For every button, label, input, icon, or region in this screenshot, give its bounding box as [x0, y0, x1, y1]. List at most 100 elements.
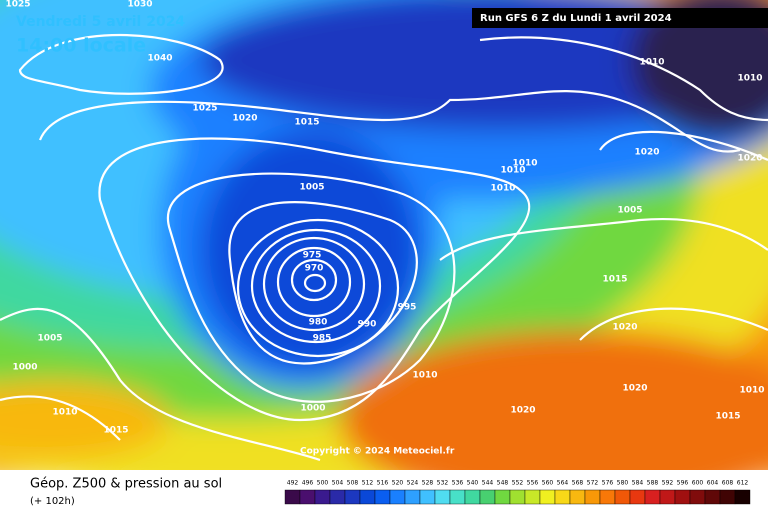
isobar-label: 1020 [737, 154, 762, 164]
isobar-label: 1025 [5, 0, 30, 10]
isobar-label: 1015 [103, 426, 128, 436]
legend-swatch [674, 489, 691, 505]
legend-swatch [554, 489, 571, 505]
isobar-label: 1010 [52, 408, 77, 418]
legend-swatch [419, 489, 436, 505]
legend-label: 584 [632, 480, 644, 487]
legend-swatch [389, 489, 406, 505]
isobar-label: 1010 [639, 58, 664, 68]
legend-label: 556 [527, 480, 539, 487]
legend-swatch [329, 489, 346, 505]
legend-swatch [719, 489, 736, 505]
isobar-label: 1015 [715, 412, 740, 422]
legend-label: 532 [437, 480, 449, 487]
isobar-label: 1015 [602, 275, 627, 285]
isobars [0, 33, 768, 462]
legend-label: 524 [407, 480, 419, 487]
run-label: Run GFS 6 Z du Lundi 1 avril 2024 [480, 13, 672, 24]
isobar-label: 970 [305, 264, 324, 274]
legend-swatch [584, 489, 601, 505]
isobar-label: 1010 [412, 371, 437, 381]
isobar-label: 1020 [612, 323, 637, 333]
isobar-label: 990 [358, 320, 377, 330]
legend-label: 520 [392, 480, 404, 487]
legend-swatch [569, 489, 586, 505]
isobar-label: 1040 [147, 54, 172, 64]
legend-label: 508 [347, 480, 359, 487]
legend-label: 536 [452, 480, 464, 487]
legend-label: 576 [602, 480, 614, 487]
legend-swatch [539, 489, 556, 505]
legend-swatch [434, 489, 451, 505]
isobar-label: 1005 [617, 206, 642, 216]
legend-label: 600 [692, 480, 704, 487]
copyright: Copyright © 2024 Meteociel.fr [300, 447, 455, 457]
legend-swatch [599, 489, 616, 505]
legend-swatch [404, 489, 421, 505]
time: 14:00 locale [16, 35, 146, 57]
isobar-label: 1005 [299, 183, 324, 193]
isobar-label: 1000 [300, 404, 325, 414]
legend-label: 516 [377, 480, 389, 487]
legend-label: 512 [362, 480, 374, 487]
isobar-label: 1010 [512, 159, 537, 169]
legend-swatch [374, 489, 391, 505]
isobar-label: 1010 [500, 166, 525, 176]
legend-swatch [284, 489, 301, 505]
isobar-label: 1020 [232, 114, 257, 124]
legend-label: 572 [587, 480, 599, 487]
date: Vendredi 5 avril 2024 [16, 14, 185, 30]
legend-label: 540 [467, 480, 479, 487]
legend-label: 580 [617, 480, 629, 487]
legend-label: 504 [332, 480, 344, 487]
isobar-label: 995 [398, 303, 417, 313]
isobar-label: 1010 [739, 386, 764, 396]
legend-label: 588 [647, 480, 659, 487]
isobar-label: 985 [313, 334, 332, 344]
legend-swatch [359, 489, 376, 505]
legend-swatch [479, 489, 496, 505]
isobar-label: 1015 [294, 118, 319, 128]
isobar-label: 1000 [12, 363, 37, 373]
legend-label: 604 [707, 480, 719, 487]
legend-label: 608 [722, 480, 734, 487]
isobar-label: 1010 [737, 74, 762, 84]
legend-label: 564 [557, 480, 569, 487]
legend-label: 496 [302, 480, 314, 487]
isobar-label: 1010 [490, 184, 515, 194]
isobar-label: 1005 [37, 334, 62, 344]
legend-swatch [644, 489, 661, 505]
legend-swatch [344, 489, 361, 505]
legend-label: 560 [542, 480, 554, 487]
isobar-label: 975 [303, 251, 322, 261]
isobar-label: 1030 [127, 0, 152, 10]
legend-swatch [614, 489, 631, 505]
footer-title: Géop. Z500 & pression au sol [30, 477, 222, 492]
legend-label: 528 [422, 480, 434, 487]
legend-swatch [659, 489, 676, 505]
legend-label: 596 [677, 480, 689, 487]
isobar-label: 1020 [510, 406, 535, 416]
run-box [472, 8, 768, 28]
legend-swatch [314, 489, 331, 505]
legend: 492 496 500 504 508 512 516 520 524 528 532 536 540 5… [284, 480, 751, 505]
legend-label: 548 [497, 480, 509, 487]
legend-label: 612 [737, 480, 749, 487]
legend-swatch [494, 489, 511, 505]
legend-swatch [524, 489, 541, 505]
footer-subtitle: (+ 102h) [30, 496, 75, 507]
legend-swatch [449, 489, 466, 505]
isobar-label: 980 [309, 318, 328, 328]
legend-swatch [704, 489, 721, 505]
legend-swatch [689, 489, 706, 505]
legend-label: 500 [317, 480, 329, 487]
legend-swatch [509, 489, 526, 505]
legend-label: 492 [287, 480, 299, 487]
isobar-label: 1020 [622, 384, 647, 394]
legend-label: 592 [662, 480, 674, 487]
legend-swatch [299, 489, 316, 505]
legend-swatch [629, 489, 646, 505]
legend-swatch [734, 489, 751, 505]
